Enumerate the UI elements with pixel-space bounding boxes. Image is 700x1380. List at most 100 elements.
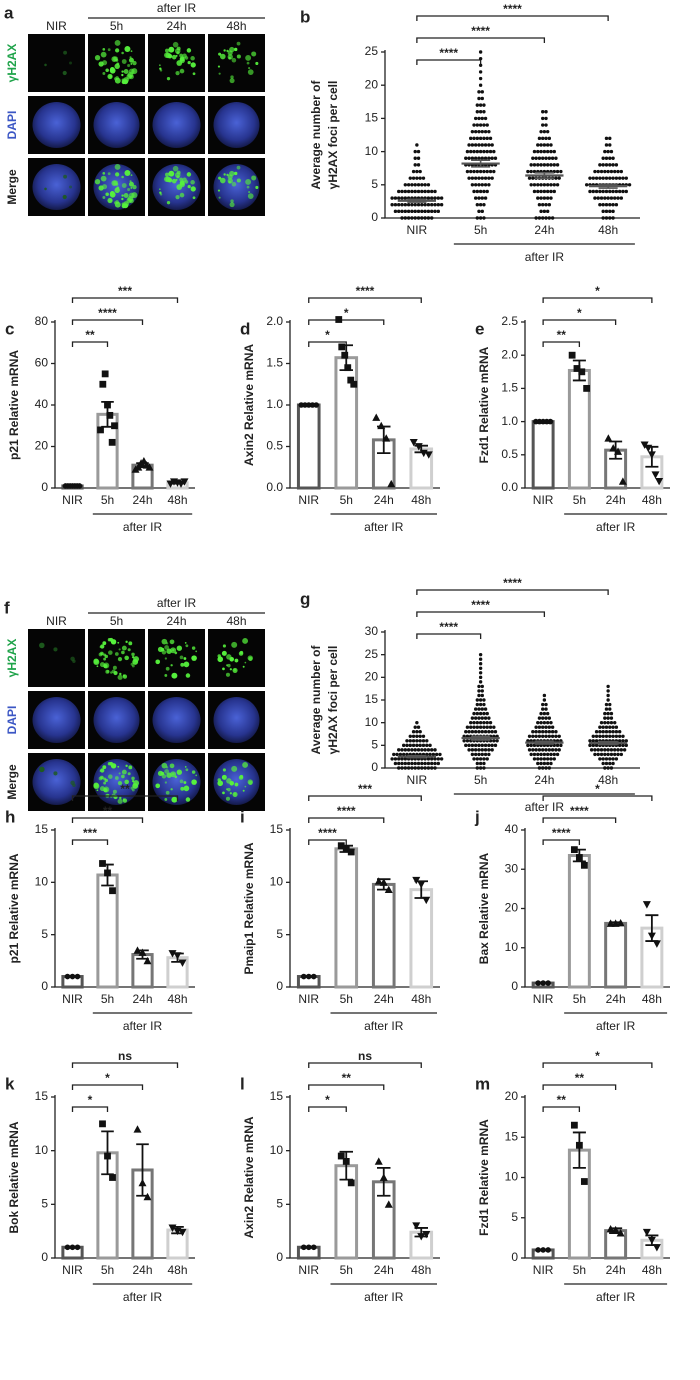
- dot-group: [478, 671, 483, 675]
- dot: [410, 766, 414, 770]
- x-tick-label: NIR: [298, 992, 319, 1006]
- dot-group: [534, 725, 555, 729]
- dot: [478, 720, 483, 725]
- foci: [114, 652, 119, 656]
- x-tick-label: NIR: [407, 223, 428, 237]
- dot: [482, 711, 486, 716]
- dot: [401, 752, 406, 757]
- foci: [239, 774, 244, 779]
- dot-group: [470, 183, 491, 187]
- data-point: [335, 316, 343, 323]
- dot: [485, 169, 489, 174]
- dot: [410, 203, 414, 207]
- dot: [529, 163, 533, 167]
- dot-group: [478, 83, 483, 87]
- dot: [408, 734, 412, 738]
- dot: [413, 209, 417, 214]
- dot: [545, 163, 550, 167]
- error-bar: [609, 440, 623, 460]
- data-point: [651, 471, 660, 479]
- row-label: Merge: [5, 764, 19, 800]
- dot: [490, 156, 494, 160]
- foci: [93, 783, 100, 790]
- foci: [130, 187, 133, 189]
- foci: [239, 650, 244, 655]
- dot: [480, 707, 484, 711]
- dot: [598, 176, 602, 180]
- dot: [390, 757, 394, 761]
- foci: [164, 645, 170, 650]
- dot-group: [527, 734, 561, 738]
- foci: [72, 659, 76, 663]
- dot-group: [473, 116, 488, 121]
- significance-label: ****: [318, 826, 337, 840]
- foci: [124, 655, 129, 661]
- dot: [608, 189, 612, 194]
- dot: [426, 748, 431, 752]
- dot: [488, 136, 493, 141]
- dot: [542, 720, 547, 725]
- significance-bracket: [308, 839, 347, 845]
- x-tick-label: 24h: [534, 223, 554, 237]
- dot-group: [475, 110, 486, 114]
- foci: [169, 639, 175, 645]
- dot: [531, 730, 535, 734]
- dot: [611, 757, 615, 761]
- foci: [127, 772, 131, 776]
- foci: [234, 47, 238, 52]
- y-tick-label: 0.5: [501, 447, 518, 461]
- foci: [131, 655, 135, 659]
- foci: [171, 54, 177, 60]
- dot: [465, 169, 470, 174]
- foci: [175, 71, 180, 76]
- dot: [545, 757, 550, 761]
- group-label: after IR: [525, 800, 565, 814]
- data-point: [108, 438, 116, 446]
- dot: [462, 739, 466, 743]
- foci: [122, 674, 128, 679]
- dot: [482, 189, 486, 194]
- dot: [611, 761, 615, 766]
- dot-group: [604, 136, 612, 141]
- dot: [536, 163, 540, 167]
- dot: [467, 176, 471, 180]
- dot: [475, 149, 480, 154]
- foci: [180, 662, 185, 667]
- dot: [406, 761, 411, 766]
- foci: [234, 658, 239, 663]
- dot: [545, 761, 550, 766]
- dot: [397, 209, 401, 214]
- dot: [405, 739, 409, 743]
- dot-group: [393, 209, 441, 214]
- foci: [226, 778, 232, 784]
- dot: [606, 766, 610, 770]
- foci: [123, 203, 129, 209]
- foci: [107, 172, 111, 176]
- significance-label: ****: [337, 804, 356, 818]
- dot-group: [415, 720, 419, 725]
- dot: [480, 96, 484, 101]
- dot: [423, 203, 427, 207]
- dot: [622, 748, 627, 752]
- dot: [621, 739, 625, 743]
- foci: [62, 194, 67, 200]
- dot: [552, 163, 556, 167]
- dot: [408, 739, 412, 743]
- y-axis-label: Pmaip1 Relative mRNA: [242, 842, 256, 974]
- foci: [159, 188, 161, 191]
- dot: [483, 730, 488, 734]
- dot: [594, 743, 599, 748]
- error-bar: [414, 880, 428, 899]
- dot: [406, 189, 411, 194]
- dot: [393, 761, 398, 766]
- dot: [393, 203, 398, 207]
- foci: [101, 184, 108, 190]
- dot: [544, 216, 548, 220]
- dot: [470, 716, 475, 720]
- dot: [608, 757, 612, 761]
- column-label: 48h: [226, 614, 246, 628]
- dot: [536, 720, 540, 725]
- significance-bracket: [308, 795, 422, 801]
- dot: [549, 189, 553, 194]
- foci: [164, 781, 168, 784]
